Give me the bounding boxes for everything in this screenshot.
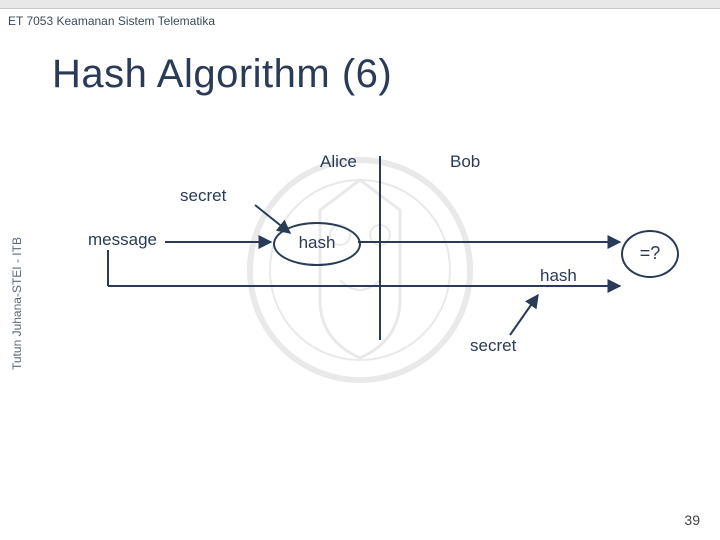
hash-diagram: Alice Bob secret message hash hash =? se… [40,140,700,400]
course-label: ET 7053 Keamanan Sistem Telematika [8,14,215,28]
author-sidebar: Tutun Juhana-STEI - ITB [10,237,24,370]
bob-label: Bob [450,152,480,172]
slide-top-border [0,0,720,9]
compare-node: =? [621,230,679,278]
secret-top-label: secret [180,186,226,206]
slide: ET 7053 Keamanan Sistem Telematika Hash … [0,0,720,540]
secret-bottom-label: secret [470,336,516,356]
message-label: message [88,230,157,250]
slide-number: 39 [684,512,700,528]
diagram-lines [40,140,700,400]
hash-left-node: hash [273,222,361,266]
alice-label: Alice [320,152,357,172]
page-title: Hash Algorithm (6) [52,52,392,97]
hash-right-label: hash [540,266,577,286]
